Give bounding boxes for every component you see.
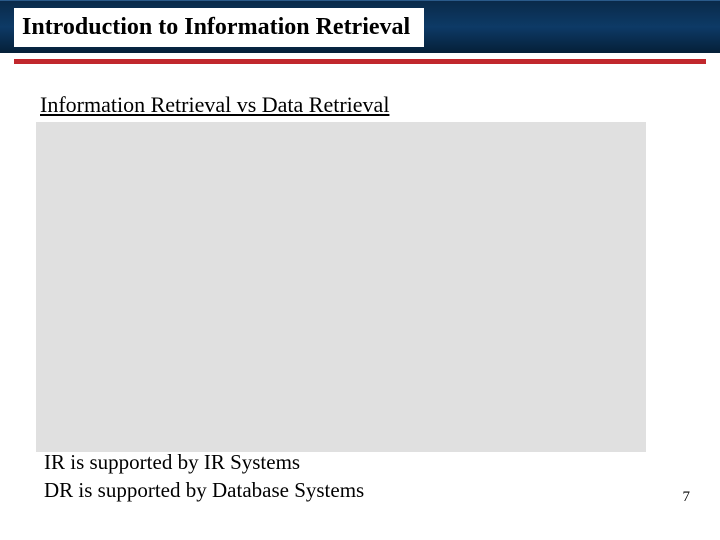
footer-line-2: DR is supported by Database Systems	[44, 477, 364, 504]
header-bar: Introduction to Information Retrieval	[0, 0, 720, 54]
accent-line	[14, 59, 706, 64]
footer-text: IR is supported by IR Systems DR is supp…	[44, 449, 364, 504]
header-title: Introduction to Information Retrieval	[14, 8, 424, 47]
footer-line-1: IR is supported by IR Systems	[44, 449, 364, 476]
slide: Introduction to Information Retrieval In…	[0, 0, 720, 540]
section-subtitle: Information Retrieval vs Data Retrieval	[40, 92, 389, 118]
content-placeholder-box	[36, 122, 646, 452]
page-number: 7	[683, 489, 691, 506]
